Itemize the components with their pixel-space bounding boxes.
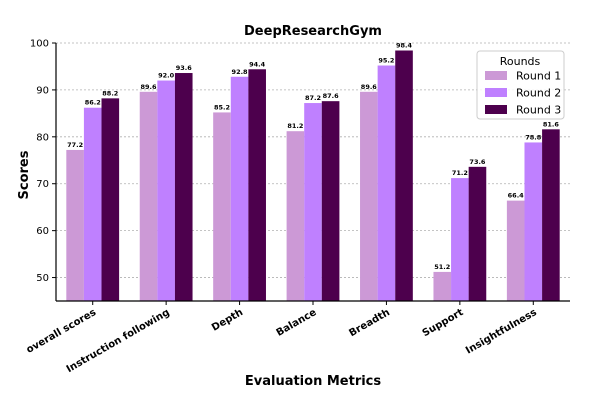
legend-swatch	[485, 71, 507, 80]
y-tick-label: 60	[36, 226, 49, 237]
bars	[66, 50, 560, 302]
bar	[248, 69, 266, 301]
bar	[157, 80, 175, 301]
data-label: 71.2	[452, 169, 468, 177]
x-tick-label: Balance	[275, 307, 319, 339]
legend-label: Round 3	[516, 104, 561, 117]
y-tick-label: 100	[30, 39, 49, 50]
bar	[230, 76, 249, 302]
data-label: 95.2	[378, 57, 394, 65]
y-tick-label: 50	[36, 273, 49, 284]
bar	[101, 98, 120, 302]
data-label: 87.6	[323, 92, 340, 100]
data-label: 94.4	[249, 60, 266, 68]
data-label: 93.6	[176, 64, 193, 72]
data-label: 78.8	[525, 133, 542, 141]
bar	[321, 101, 340, 302]
data-label: 51.2	[434, 263, 450, 271]
legend-label: Round 1	[516, 70, 561, 83]
bar	[83, 107, 102, 301]
bar	[377, 65, 396, 302]
legend-label: Round 2	[516, 87, 561, 100]
bar	[433, 271, 452, 301]
data-label: 89.6	[141, 83, 158, 91]
data-label: 92.8	[232, 68, 249, 76]
bar	[139, 91, 158, 301]
data-label: 92.0	[158, 72, 175, 80]
x-tick-label: overall scores	[25, 307, 99, 356]
data-label: 77.2	[67, 141, 83, 149]
bar	[468, 166, 487, 301]
x-tick-label: Insightfulness	[464, 307, 539, 357]
data-label: 81.2	[287, 122, 303, 130]
bar	[395, 50, 413, 301]
data-label: 85.2	[214, 103, 230, 111]
x-tick-label: Support	[421, 307, 466, 339]
bar	[286, 131, 305, 301]
bar	[451, 178, 469, 301]
data-label: 98.4	[396, 42, 413, 50]
bar	[174, 73, 193, 301]
bar	[506, 200, 525, 301]
data-labels: 77.286.288.289.692.093.685.292.894.481.2…	[67, 42, 559, 271]
bar	[304, 103, 322, 301]
data-label: 86.2	[85, 99, 101, 107]
bar	[360, 91, 378, 301]
x-axis-label: Evaluation Metrics	[245, 374, 382, 389]
y-tick-label: 90	[36, 85, 49, 96]
data-label: 66.4	[508, 192, 525, 200]
bar	[213, 112, 231, 302]
legend-swatch	[485, 88, 507, 97]
legend-title: Rounds	[500, 55, 541, 68]
legend-frame	[476, 50, 565, 120]
legend-swatch	[485, 105, 507, 114]
data-label: 89.6	[361, 83, 378, 91]
x-tick-label: Breadth	[347, 307, 392, 339]
data-label: 81.6	[543, 120, 560, 128]
bar	[66, 149, 84, 301]
legend: Rounds Round 1 Round 2 Round 3	[476, 50, 565, 120]
data-label: 88.2	[102, 89, 118, 97]
data-label: 87.2	[305, 94, 321, 102]
y-tick-label: 80	[36, 132, 49, 143]
x-tick-label: Depth	[210, 307, 245, 334]
bar	[524, 142, 543, 301]
data-label: 73.6	[469, 158, 486, 166]
y-tick-label: 70	[36, 179, 49, 190]
y-axis-label: Scores	[17, 150, 32, 199]
bar	[542, 129, 560, 301]
chart-title: DeepResearchGym	[244, 24, 382, 39]
